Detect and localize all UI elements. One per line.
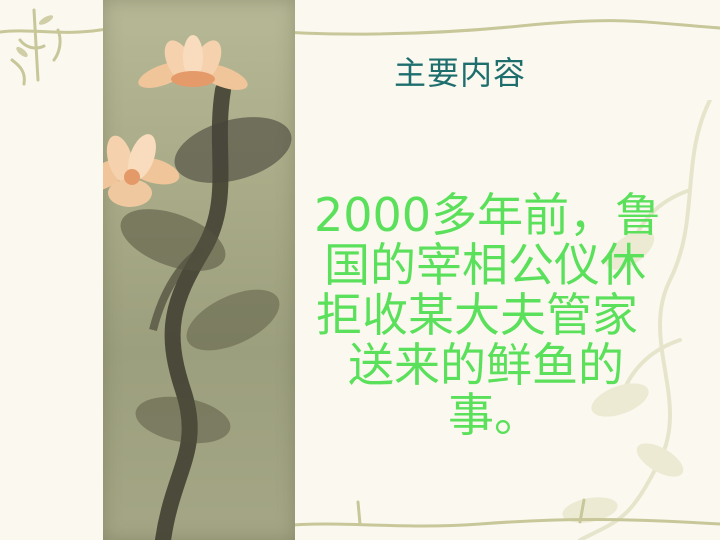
body-text: 2000多年前，鲁 国的宰相公仪休 拒收某大夫管家 送来的鲜鱼的 事。 (308, 190, 698, 440)
vine-border-top (0, 8, 720, 86)
slide-title: 主要内容 (393, 54, 526, 92)
body-line: 事。 (448, 388, 540, 442)
lotus-painting-art (103, 35, 292, 540)
vine-border-right (562, 100, 712, 540)
lotus-flower-upper (138, 35, 248, 90)
body-line: 送来的鲜鱼的 (348, 338, 624, 392)
lotus-ink-painting (103, 0, 295, 540)
body-line: 国的宰相公仪休 (324, 238, 646, 292)
body-line: 2000多年前，鲁 (314, 188, 662, 242)
lotus-flower-lower (103, 134, 180, 207)
vine-border-bottom (280, 498, 720, 528)
body-line: 拒收某大夫管家 (316, 288, 638, 342)
